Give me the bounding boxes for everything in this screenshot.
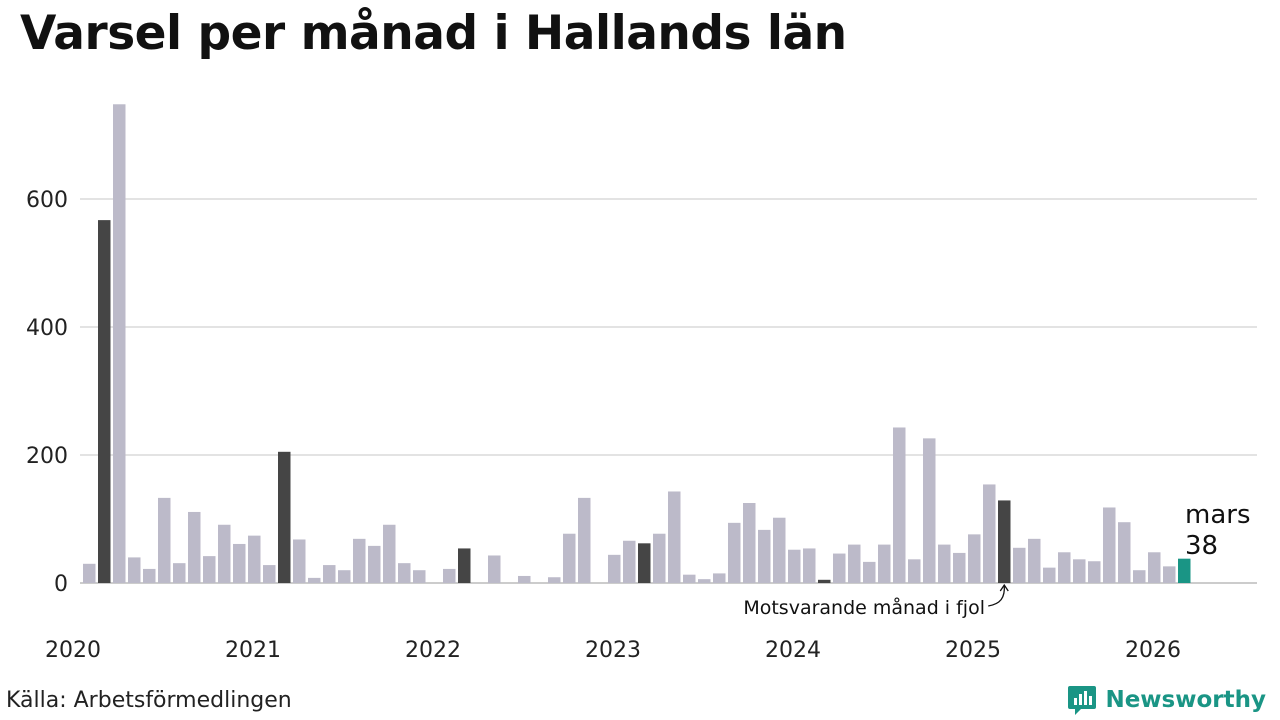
bar [128, 557, 141, 583]
latest-value-text: 38 [1185, 531, 1218, 561]
annotation-arrowhead [999, 583, 1009, 592]
bar [338, 570, 351, 583]
annotation: Motsvarande månad i fjol [743, 583, 1009, 619]
bar [443, 568, 456, 583]
bar [113, 104, 126, 583]
x-tick-label: 2021 [225, 638, 281, 663]
bar [1103, 507, 1116, 583]
bar [668, 491, 681, 583]
newsworthy-logo-icon [1068, 686, 1097, 715]
annotation-text: Motsvarande månad i fjol [743, 596, 985, 619]
y-tick-label: 200 [26, 444, 68, 469]
bar [983, 484, 996, 583]
bar [803, 548, 816, 583]
bar [698, 579, 711, 583]
x-tick-label: 2026 [1125, 638, 1181, 663]
latest-value-label: mars 38 [1185, 500, 1251, 561]
bar-latest [1178, 558, 1191, 583]
bar [263, 565, 276, 583]
bar [578, 497, 591, 583]
bar [1013, 547, 1026, 583]
bar [893, 427, 906, 583]
x-tick-label: 2023 [585, 638, 641, 663]
bar [1058, 552, 1071, 583]
x-tick-label: 2022 [405, 638, 461, 663]
bar [653, 533, 666, 583]
source-note: Källa: Arbetsförmedlingen [6, 688, 292, 713]
bar [713, 573, 726, 583]
bar [218, 524, 231, 583]
bar [173, 563, 186, 583]
bar [1133, 570, 1146, 583]
bar-same-month [638, 543, 651, 583]
brand-logo: Newsworthy [1067, 684, 1266, 716]
bar-same-month [998, 500, 1011, 583]
y-axis-tick-labels: 0 200 400 600 [26, 188, 68, 597]
bar [953, 552, 966, 583]
brand-name: Newsworthy [1105, 687, 1266, 713]
bar [848, 544, 861, 583]
chart-title: Varsel per månad i Hallands län [20, 6, 847, 61]
bar [623, 540, 636, 583]
bar [308, 577, 321, 583]
bar [353, 538, 366, 583]
bar-same-month [98, 220, 111, 583]
bar [248, 535, 261, 583]
bar [773, 517, 786, 583]
bar [233, 543, 246, 583]
bar [518, 575, 531, 583]
latest-month-label: mars [1185, 500, 1251, 530]
bar [683, 574, 696, 583]
bar [1043, 567, 1056, 583]
bar [368, 545, 381, 583]
bar [158, 497, 171, 583]
y-tick-label: 0 [54, 572, 68, 597]
bar [968, 534, 981, 583]
bar-same-month [818, 579, 831, 583]
bar [293, 539, 306, 583]
x-tick-label: 2020 [45, 638, 101, 663]
bars [83, 104, 1191, 583]
bar [563, 533, 576, 583]
bar [608, 554, 621, 583]
bar [143, 568, 156, 583]
annotation-arrow [988, 584, 1005, 607]
y-tick-label: 600 [26, 188, 68, 213]
x-tick-label: 2024 [765, 638, 821, 663]
bar-same-month [458, 548, 471, 583]
bar [833, 553, 846, 583]
bar [938, 544, 951, 583]
bar [413, 570, 426, 583]
bar [1163, 566, 1176, 583]
bar [1028, 538, 1041, 583]
bar-same-month [278, 451, 291, 583]
x-axis-tick-labels: 2020 2021 2022 2023 2024 2025 2026 [45, 638, 1181, 663]
bar [323, 565, 336, 583]
bar [1088, 561, 1101, 583]
bar [908, 559, 921, 583]
bar [788, 549, 801, 583]
bar [923, 438, 936, 583]
bar [203, 556, 216, 583]
bar [488, 555, 501, 583]
x-tick-label: 2025 [945, 638, 1001, 663]
bar [1148, 552, 1161, 583]
bar [398, 563, 411, 583]
bar [383, 524, 396, 583]
bar [83, 563, 96, 583]
bar [743, 503, 756, 583]
bar [1118, 522, 1131, 583]
bar [758, 529, 771, 583]
y-tick-label: 400 [26, 316, 68, 341]
bar [188, 511, 201, 583]
bar [728, 522, 741, 583]
bar [548, 577, 561, 583]
bar [863, 561, 876, 583]
bar [878, 544, 891, 583]
bar [1073, 559, 1086, 583]
